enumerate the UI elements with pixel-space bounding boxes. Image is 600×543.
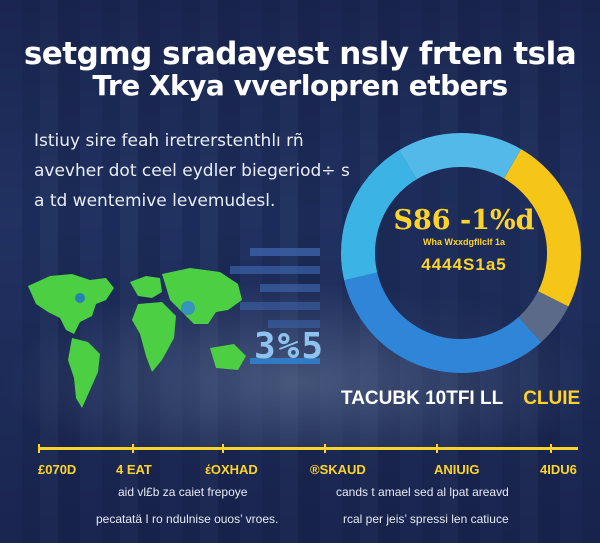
world-map bbox=[10, 238, 270, 418]
timeline-tick bbox=[324, 444, 326, 453]
donut-chart bbox=[338, 130, 584, 376]
page-title: setgmg sradayest nsly frten tsla bbox=[23, 36, 577, 72]
donut-center-subtitle: Wha Wxxdgfllclf 1a bbox=[422, 237, 505, 247]
bars-figure-label: 3%5 bbox=[254, 326, 326, 367]
timeline-label: £070D bbox=[38, 462, 77, 477]
timeline-tick bbox=[222, 444, 224, 453]
donut-segment-sky bbox=[341, 133, 581, 373]
summary-heading-main: TACUBK 10TFI LL bbox=[341, 388, 504, 409]
donut-hole bbox=[375, 167, 547, 339]
caption-right-2: rcal per jeis’ spressi len catiuce bbox=[343, 512, 509, 526]
map-pin bbox=[75, 293, 85, 303]
intro-line-1: Istiuy sire feah iretrerstenthlı rñ bbox=[34, 131, 304, 151]
timeline bbox=[38, 444, 578, 453]
timeline-line bbox=[38, 447, 578, 450]
intro-line-3: a td wentemive levemudesl. bbox=[34, 191, 276, 211]
timeline-label: 4IDU6 bbox=[540, 462, 577, 477]
donut-segment-gray bbox=[341, 133, 581, 373]
map-africa bbox=[132, 302, 176, 372]
donut-center-row: 4444S1a5 bbox=[421, 255, 507, 274]
timeline-tick bbox=[132, 444, 134, 453]
timeline-label: έOXHAD bbox=[205, 462, 258, 477]
mini-bar bbox=[250, 358, 320, 364]
donut-segment-blue bbox=[341, 133, 581, 373]
summary-heading: TACUBK 10TFI LL CLUIE bbox=[341, 388, 580, 410]
mini-bar bbox=[250, 248, 320, 256]
mini-bar bbox=[268, 320, 320, 328]
timeline-label: ®SKAUD bbox=[310, 462, 366, 477]
map-australia bbox=[210, 344, 246, 370]
map-south-america bbox=[68, 338, 100, 408]
map-north-america bbox=[28, 274, 114, 334]
caption-left-1: aid vl£b za caiet frepoye bbox=[118, 485, 248, 499]
timeline-tick bbox=[436, 444, 438, 453]
intro-line-2: avevher dot ceel eydler biegeriod÷ s bbox=[34, 161, 350, 181]
page-subtitle: Tre Xkya vverlopren etbers bbox=[92, 69, 508, 102]
timeline-tick bbox=[38, 444, 40, 453]
caption-right-1: cands t amael sed al lpat areavd bbox=[336, 485, 509, 499]
caption-left-2: pecatatä I ro ndulnise ouos’ vroes. bbox=[96, 512, 279, 526]
mini-bar bbox=[240, 302, 320, 310]
map-pin bbox=[181, 301, 195, 315]
timeline-tick bbox=[550, 444, 552, 453]
summary-heading-clue: CLUIE bbox=[523, 388, 581, 409]
timeline-label: 4 EAT bbox=[116, 462, 152, 477]
timeline-label: ANIUIG bbox=[434, 462, 480, 477]
mini-bar-graphic bbox=[220, 228, 340, 388]
mini-bar bbox=[230, 266, 320, 274]
donut-center-value: S86 -1%d bbox=[393, 205, 535, 236]
map-europe bbox=[130, 276, 162, 298]
world-map-graphic bbox=[28, 268, 246, 408]
mini-bar bbox=[260, 284, 320, 292]
donut-segment-light-blue bbox=[341, 133, 581, 373]
